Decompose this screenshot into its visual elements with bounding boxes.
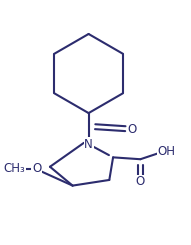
Text: OH: OH — [158, 145, 176, 158]
Text: CH₃: CH₃ — [3, 162, 25, 175]
Text: O: O — [136, 175, 145, 188]
Text: O: O — [32, 162, 41, 175]
Text: N: N — [84, 138, 93, 151]
Text: O: O — [127, 122, 137, 135]
